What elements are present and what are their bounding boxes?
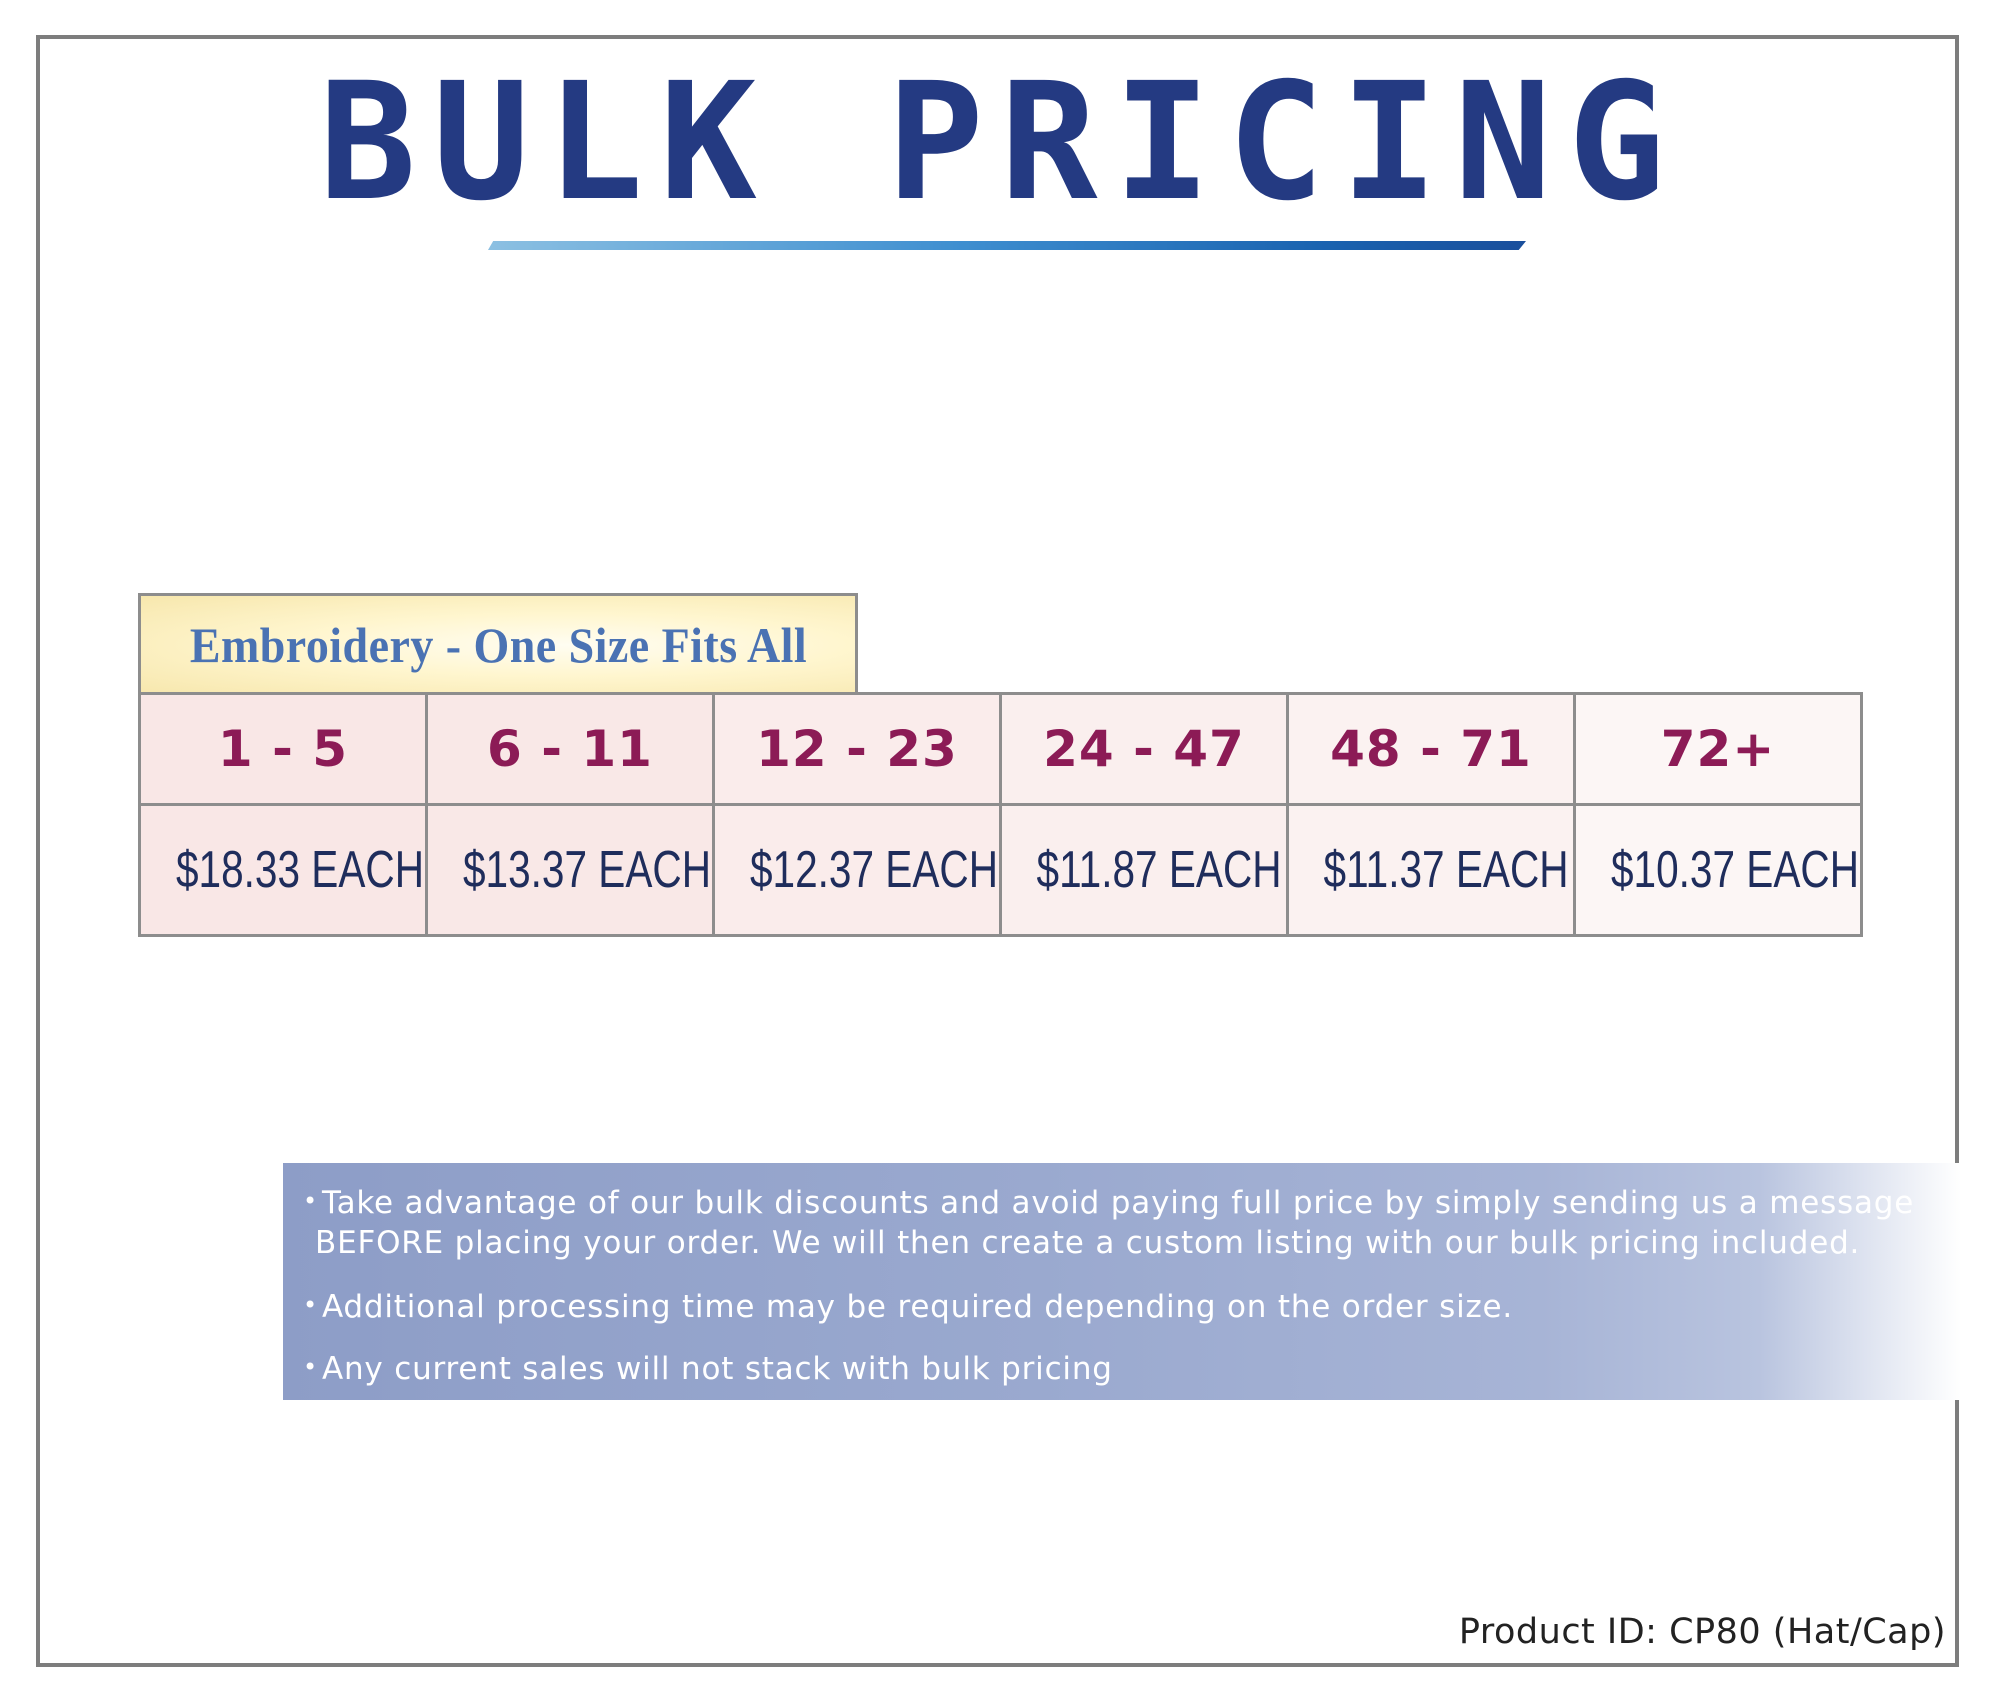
title-underline xyxy=(488,241,1526,250)
note-text: Any current sales will not stack with bu… xyxy=(321,1351,1113,1387)
price-cell: $10.37 EACH xyxy=(1573,803,1863,937)
quantity-cell: 72+ xyxy=(1573,692,1863,806)
quantity-cell: 1 - 5 xyxy=(138,692,428,806)
note-processing-time: • Additional processing time may be requi… xyxy=(303,1285,1961,1327)
note-bulk-discount: • Take advantage of our bulk discounts an… xyxy=(303,1181,1961,1263)
table-caption-text: Embroidery - One Size Fits All xyxy=(189,617,807,673)
bullet-icon: • xyxy=(303,1353,318,1381)
price-value: $13.37 EACH xyxy=(462,841,711,899)
pricing-table: 1 - 5 6 - 11 12 - 23 24 - 47 48 - 71 72+… xyxy=(138,692,1863,937)
price-value: $11.37 EACH xyxy=(1323,841,1569,899)
price-value: $12.37 EACH xyxy=(749,841,998,899)
bullet-icon: • xyxy=(303,1291,318,1319)
price-row: $18.33 EACH $13.37 EACH $12.37 EACH $11.… xyxy=(138,803,1863,937)
table-caption: Embroidery - One Size Fits All xyxy=(138,593,858,694)
price-value: $18.33 EACH xyxy=(175,841,424,899)
price-value: $11.87 EACH xyxy=(1036,841,1282,899)
note-text: Additional processing time may be requir… xyxy=(321,1289,1514,1325)
quantity-cell: 12 - 23 xyxy=(712,692,1002,806)
quantity-cell: 24 - 47 xyxy=(999,692,1289,806)
price-cell: $11.37 EACH xyxy=(1286,803,1576,937)
quantity-row: 1 - 5 6 - 11 12 - 23 24 - 47 48 - 71 72+ xyxy=(138,692,1863,806)
price-cell: $18.33 EACH xyxy=(138,803,428,937)
price-value: $10.37 EACH xyxy=(1610,841,1859,899)
quantity-cell: 48 - 71 xyxy=(1286,692,1576,806)
bullet-icon: • xyxy=(303,1187,318,1215)
page-title: BULK PRICING xyxy=(318,49,1682,237)
quantity-cell: 6 - 11 xyxy=(425,692,715,806)
note-sales: • Any current sales will not stack with b… xyxy=(303,1347,1961,1389)
price-cell: $11.87 EACH xyxy=(999,803,1289,937)
note-text: BEFORE placing your order. We will then … xyxy=(315,1225,1861,1261)
notes-panel: • Take advantage of our bulk discounts an… xyxy=(283,1163,1961,1400)
price-cell: $13.37 EACH xyxy=(425,803,715,937)
note-text: Take advantage of our bulk discounts and… xyxy=(321,1185,1915,1221)
price-cell: $12.37 EACH xyxy=(712,803,1002,937)
product-id: Product ID: CP80 (Hat/Cap) xyxy=(1458,1612,1946,1652)
note-line: • Take advantage of our bulk discounts an… xyxy=(303,1181,1961,1223)
